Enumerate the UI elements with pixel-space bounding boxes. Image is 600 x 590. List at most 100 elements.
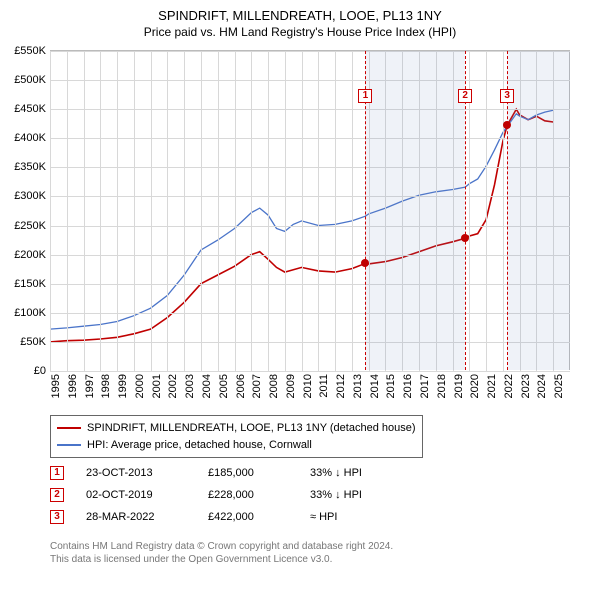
x-axis-label: 2025 — [553, 374, 565, 398]
shaded-region — [507, 51, 570, 370]
x-axis-label: 2008 — [268, 374, 280, 398]
gridline-y — [50, 226, 570, 227]
y-axis-label: £200K — [14, 249, 46, 261]
transaction-point-2 — [461, 234, 469, 242]
x-axis-label: 1995 — [50, 374, 62, 398]
x-axis-label: 2013 — [352, 374, 364, 398]
shaded-region — [365, 51, 465, 370]
event-date: 23-OCT-2013 — [86, 467, 186, 479]
gridline-x — [486, 51, 487, 371]
gridline-x — [184, 51, 185, 371]
x-axis-label: 2006 — [235, 374, 247, 398]
y-axis-label: £50K — [20, 336, 46, 348]
gridline-y — [50, 167, 570, 168]
plot-area: £0£50K£100K£150K£200K£250K£300K£350K£400… — [50, 50, 570, 370]
event-marker: 1 — [50, 466, 64, 480]
legend-label: SPINDRIFT, MILLENDREATH, LOOE, PL13 1NY … — [87, 420, 416, 437]
gridline-x — [285, 51, 286, 371]
y-axis-label: £400K — [14, 132, 46, 144]
event-relation: ≈ HPI — [310, 511, 337, 523]
footer-line-1: Contains HM Land Registry data © Crown c… — [50, 540, 393, 553]
gridline-x — [67, 51, 68, 371]
x-axis-label: 2000 — [134, 374, 146, 398]
gridline-x — [117, 51, 118, 371]
y-axis-label: £100K — [14, 307, 46, 319]
legend-label: HPI: Average price, detached house, Corn… — [87, 437, 312, 454]
y-axis-label: £0 — [34, 365, 46, 377]
event-row: 2 02-OCT-2019 £228,000 33% ↓ HPI — [50, 484, 362, 506]
event-price: £228,000 — [208, 489, 288, 501]
legend: SPINDRIFT, MILLENDREATH, LOOE, PL13 1NY … — [50, 415, 423, 458]
chart-lines — [50, 51, 570, 371]
gridline-y — [50, 51, 570, 52]
x-axis-label: 2011 — [318, 374, 330, 398]
event-row: 1 23-OCT-2013 £185,000 33% ↓ HPI — [50, 462, 362, 484]
transaction-point-1 — [361, 259, 369, 267]
x-axis-label: 2019 — [453, 374, 465, 398]
x-axis-label: 2024 — [536, 374, 548, 398]
event-relation: 33% ↓ HPI — [310, 467, 362, 479]
x-axis-label: 2005 — [218, 374, 230, 398]
x-axis-label: 1998 — [100, 374, 112, 398]
event-relation: 33% ↓ HPI — [310, 489, 362, 501]
x-axis-label: 2007 — [251, 374, 263, 398]
gridline-x — [100, 51, 101, 371]
x-axis-label: 2021 — [486, 374, 498, 398]
gridline-x — [302, 51, 303, 371]
x-axis-label: 2023 — [520, 374, 532, 398]
gridline-y — [50, 342, 570, 343]
x-axis-label: 2014 — [369, 374, 381, 398]
y-axis-label: £500K — [14, 74, 46, 86]
x-axis-label: 2017 — [419, 374, 431, 398]
gridline-x — [151, 51, 152, 371]
gridline-y — [50, 255, 570, 256]
x-axis-label: 2018 — [436, 374, 448, 398]
x-axis-label: 1996 — [67, 374, 79, 398]
x-axis-label: 1997 — [84, 374, 96, 398]
gridline-y — [50, 284, 570, 285]
x-axis-label: 2016 — [402, 374, 414, 398]
event-date: 28-MAR-2022 — [86, 511, 186, 523]
x-axis-label: 2010 — [302, 374, 314, 398]
footer-line-2: This data is licensed under the Open Gov… — [50, 553, 393, 566]
x-axis-label: 2009 — [285, 374, 297, 398]
chart-title: SPINDRIFT, MILLENDREATH, LOOE, PL13 1NY — [0, 0, 600, 23]
gridline-y — [50, 196, 570, 197]
x-axis-label: 2002 — [167, 374, 179, 398]
y-axis-label: £550K — [14, 45, 46, 57]
y-axis-label: £300K — [14, 190, 46, 202]
y-axis-label: £350K — [14, 161, 46, 173]
gridline-x — [134, 51, 135, 371]
gridline-x — [167, 51, 168, 371]
chart-subtitle: Price paid vs. HM Land Registry's House … — [0, 23, 600, 39]
x-axis-label: 2004 — [201, 374, 213, 398]
x-axis-label: 2003 — [184, 374, 196, 398]
gridline-x — [251, 51, 252, 371]
x-axis-label: 2022 — [503, 374, 515, 398]
gridline-x — [335, 51, 336, 371]
gridline-y — [50, 80, 570, 81]
event-marker: 2 — [50, 488, 64, 502]
transaction-marker-1: 1 — [358, 89, 372, 103]
event-price: £422,000 — [208, 511, 288, 523]
x-axis-label: 2001 — [151, 374, 163, 398]
gridline-x — [201, 51, 202, 371]
legend-swatch — [57, 444, 81, 446]
gridline-x — [84, 51, 85, 371]
legend-item: SPINDRIFT, MILLENDREATH, LOOE, PL13 1NY … — [57, 420, 416, 437]
transaction-point-3 — [503, 121, 511, 129]
gridline-x — [318, 51, 319, 371]
x-axis-label: 2020 — [469, 374, 481, 398]
gridline-x — [50, 51, 51, 371]
event-row: 3 28-MAR-2022 £422,000 ≈ HPI — [50, 506, 362, 528]
event-price: £185,000 — [208, 467, 288, 479]
event-marker: 3 — [50, 510, 64, 524]
event-date: 02-OCT-2019 — [86, 489, 186, 501]
x-axis-label: 1999 — [117, 374, 129, 398]
gridline-y — [50, 371, 570, 372]
gridline-y — [50, 109, 570, 110]
gridline-x — [218, 51, 219, 371]
footer-attribution: Contains HM Land Registry data © Crown c… — [50, 540, 393, 566]
gridline-x — [352, 51, 353, 371]
gridline-x — [268, 51, 269, 371]
